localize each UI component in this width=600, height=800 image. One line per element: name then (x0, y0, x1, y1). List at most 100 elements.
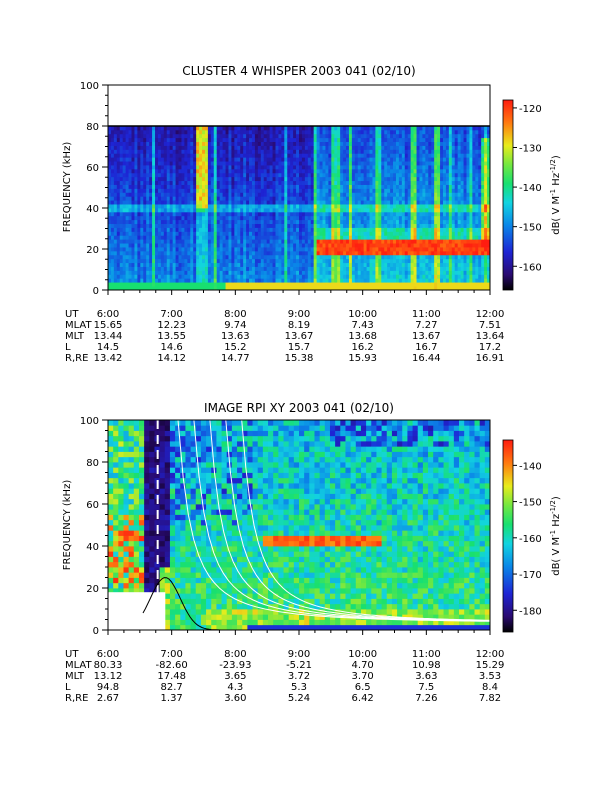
spectrogram-cell (328, 266, 332, 271)
spectrogram-cell (413, 192, 417, 197)
spectrogram-cell (363, 157, 367, 162)
spectrogram-cell (157, 196, 162, 201)
spectrogram-cell (346, 274, 350, 279)
spectrogram-cell (108, 262, 112, 267)
spectrogram-cell (249, 219, 253, 225)
spectrogram-cell (307, 165, 312, 170)
spectrogram-cell (160, 172, 165, 178)
spectrogram-cell (442, 270, 447, 275)
spectrogram-cell (425, 243, 429, 248)
spectrogram-cell (202, 165, 206, 170)
spectrogram-cell (199, 286, 203, 291)
spectrogram-cell (237, 180, 241, 185)
spectrogram-cell (313, 137, 318, 143)
spectrogram-cell (172, 137, 176, 143)
spectrogram-cell (390, 278, 394, 283)
spectrogram-cell (378, 145, 382, 150)
spectrogram-cell (290, 161, 294, 166)
spectrogram-cell (243, 200, 247, 205)
spectrogram-cell (428, 235, 432, 240)
spectrogram-cell (113, 188, 118, 193)
spectrogram-cell (363, 258, 367, 264)
spectrogram-cell (207, 141, 212, 146)
spectrogram-cell (155, 188, 159, 193)
spectrogram-cell (354, 153, 359, 158)
spectrogram-cell (440, 258, 444, 264)
spectrogram-cell (193, 278, 197, 283)
spectrogram-cell (278, 165, 282, 170)
spectrogram-cell (299, 247, 303, 252)
spectrogram-cell (225, 137, 229, 143)
spectrogram-cell (222, 262, 226, 267)
spectrogram-cell (316, 250, 320, 256)
spectrogram-cell (113, 274, 118, 279)
spectrogram-cell (363, 168, 367, 174)
spectrogram-cell (425, 200, 429, 205)
spectrogram-cell (119, 176, 124, 182)
spectrogram-cell (157, 250, 162, 256)
spectrogram-cell (204, 145, 209, 150)
spectrogram-cell (281, 219, 285, 225)
spectrogram-cell (310, 282, 315, 287)
spectrogram-cell (401, 165, 406, 170)
spectrogram-cell (196, 211, 200, 217)
spectrogram-cell (313, 235, 318, 240)
spectrogram-cell (263, 204, 268, 209)
spectrogram-cell (178, 161, 182, 166)
spectrogram-cell (419, 223, 423, 228)
spectrogram-cell (202, 145, 206, 150)
spectrogram-cell (240, 278, 244, 283)
spectrogram-cell (225, 188, 229, 193)
spectrogram-cell (404, 192, 409, 197)
spectrogram-cell (366, 161, 370, 166)
spectrogram-cell (240, 129, 244, 135)
spectrogram-cell (140, 227, 144, 232)
spectrogram-cell (175, 188, 179, 193)
spectrogram-cell (204, 235, 209, 240)
spectrogram-cell (407, 286, 412, 291)
spectrogram-cell (146, 188, 150, 193)
spectrogram-cell (137, 270, 141, 275)
spectrogram-cell (440, 141, 444, 146)
spectrogram-cell (440, 172, 444, 178)
spectrogram-cell (163, 204, 168, 209)
spectrogram-cell (325, 165, 329, 170)
spectrogram-cell (175, 126, 179, 131)
spectrogram-cell (249, 274, 253, 279)
spectrogram-cell (425, 215, 429, 221)
spectrogram-cell (287, 266, 291, 271)
spectrogram-cell (448, 239, 453, 244)
spectrogram-cell (407, 196, 412, 201)
spectrogram-cell (272, 266, 276, 271)
spectrogram-cell (293, 196, 297, 201)
spectrogram-cell (216, 270, 221, 275)
spectrogram-cell (237, 172, 241, 178)
spectrogram-cell (369, 208, 373, 213)
spectrogram-cell (249, 200, 253, 205)
spectrogram-cell (254, 282, 259, 287)
spectrogram-cell (190, 208, 194, 213)
spectrogram-cell (137, 149, 141, 154)
spectrogram-cell (157, 254, 162, 260)
spectrogram-cell (125, 239, 129, 244)
spectrogram-cell (251, 250, 256, 256)
spectrogram-cell (251, 258, 256, 264)
spectrogram-cell (440, 243, 444, 248)
spectrogram-cell (401, 153, 406, 158)
spectrogram-cell (313, 243, 318, 248)
spectrogram-cell (152, 153, 156, 158)
spectrogram-cell (307, 258, 312, 264)
spectrogram-cell (143, 196, 147, 201)
spectrogram-cell (398, 227, 403, 232)
spectrogram-cell (272, 168, 276, 174)
spectrogram-cell (146, 180, 150, 185)
spectrogram-cell (122, 168, 127, 174)
spectrogram-cell (428, 227, 432, 232)
spectrogram-cell (387, 262, 391, 267)
spectrogram-cell (199, 231, 203, 236)
spectrogram-cell (287, 243, 291, 248)
spectrogram-cell (134, 161, 138, 166)
spectrogram-cell (228, 250, 232, 256)
spectrogram-cell (416, 282, 420, 287)
spectrogram-cell (422, 250, 426, 256)
